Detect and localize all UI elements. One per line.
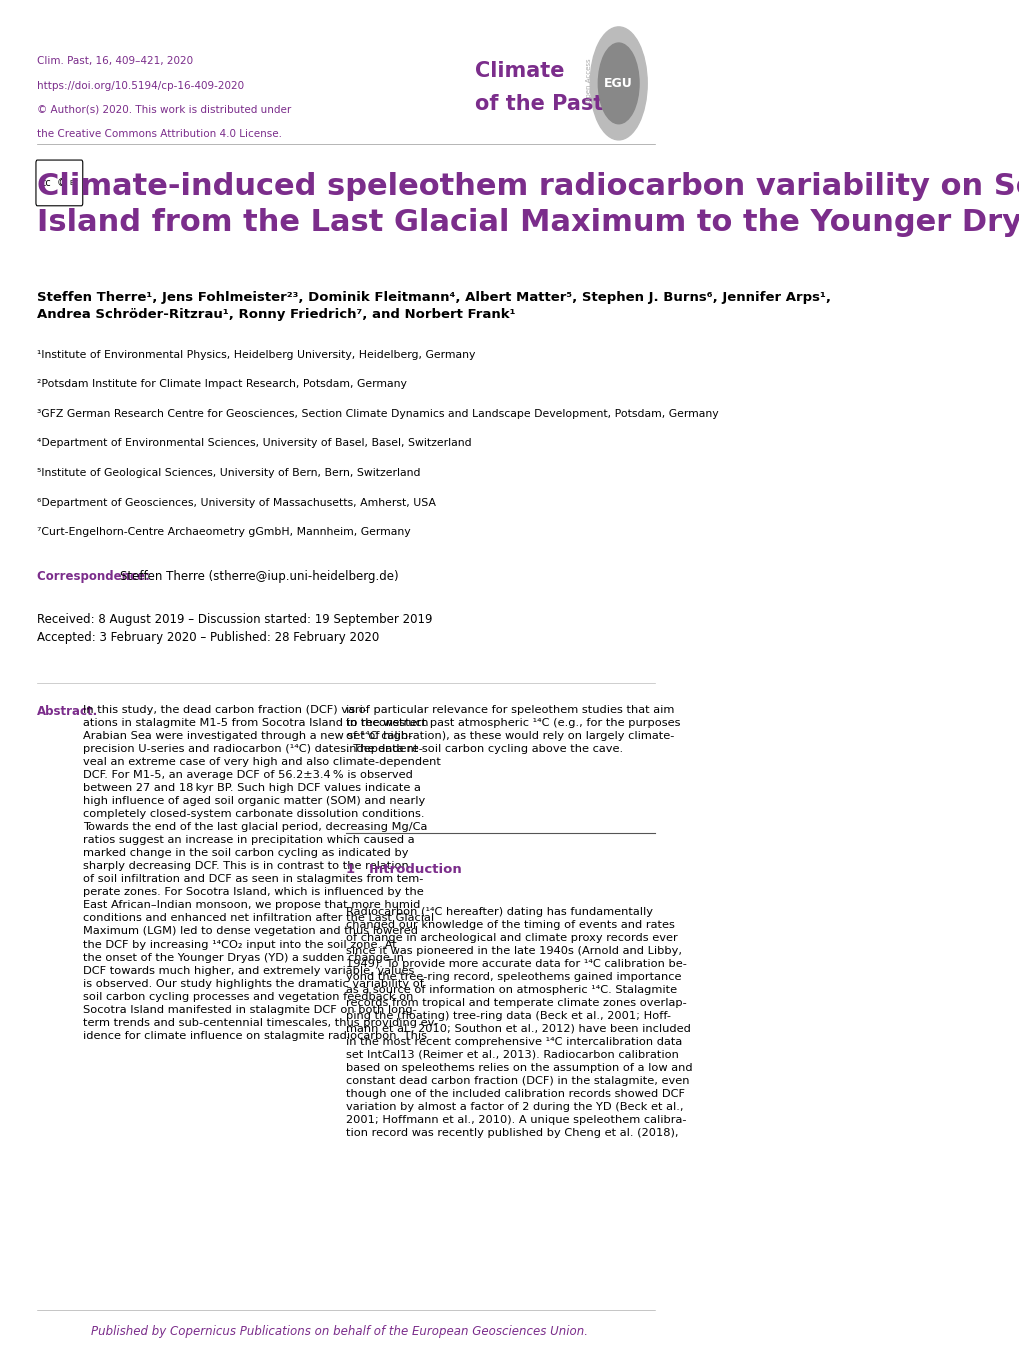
Text: 1   Introduction: 1 Introduction [345, 863, 462, 877]
Text: ©: © [56, 178, 66, 188]
FancyBboxPatch shape [36, 160, 83, 206]
Text: Received: 8 August 2019 – Discussion started: 19 September 2019
Accepted: 3 Febr: Received: 8 August 2019 – Discussion sta… [38, 613, 432, 644]
Text: Abstract.: Abstract. [38, 705, 99, 718]
Text: © Author(s) 2020. This work is distributed under: © Author(s) 2020. This work is distribut… [38, 105, 291, 114]
Text: Correspondence:: Correspondence: [38, 570, 154, 584]
Text: cc: cc [41, 178, 51, 188]
Text: Clim. Past, 16, 409–421, 2020: Clim. Past, 16, 409–421, 2020 [38, 56, 194, 66]
Circle shape [590, 27, 647, 140]
Text: Climate: Climate [475, 61, 564, 81]
Text: ⁷Curt-Engelhorn-Centre Archaeometry gGmbH, Mannheim, Germany: ⁷Curt-Engelhorn-Centre Archaeometry gGmb… [38, 527, 411, 537]
Text: is of particular relevance for speleothem studies that aim
to reconstruct past a: is of particular relevance for speleothe… [345, 705, 680, 755]
Text: of the Past: of the Past [475, 94, 602, 114]
Text: ⁶Department of Geosciences, University of Massachusetts, Amherst, USA: ⁶Department of Geosciences, University o… [38, 498, 436, 507]
Text: BY: BY [69, 180, 78, 186]
Text: https://doi.org/10.5194/cp-16-409-2020: https://doi.org/10.5194/cp-16-409-2020 [38, 81, 245, 90]
Text: ⁵Institute of Geological Sciences, University of Bern, Bern, Switzerland: ⁵Institute of Geological Sciences, Unive… [38, 468, 421, 477]
Text: Open Access: Open Access [585, 58, 591, 104]
Text: the Creative Commons Attribution 4.0 License.: the Creative Commons Attribution 4.0 Lic… [38, 129, 282, 139]
Text: ³GFZ German Research Centre for Geosciences, Section Climate Dynamics and Landsc: ³GFZ German Research Centre for Geoscien… [38, 409, 718, 418]
Circle shape [598, 43, 639, 124]
Text: EGU: EGU [603, 77, 633, 90]
Text: Published by Copernicus Publications on behalf of the European Geosciences Union: Published by Copernicus Publications on … [91, 1325, 587, 1338]
Text: Steffen Therre (stherre@iup.uni-heidelberg.de): Steffen Therre (stherre@iup.uni-heidelbe… [120, 570, 398, 584]
Text: ²Potsdam Institute for Climate Impact Research, Potsdam, Germany: ²Potsdam Institute for Climate Impact Re… [38, 379, 407, 389]
Text: In this study, the dead carbon fraction (DCF) vari-
ations in stalagmite M1-5 fr: In this study, the dead carbon fraction … [83, 705, 440, 1041]
Text: ¹Institute of Environmental Physics, Heidelberg University, Heidelberg, Germany: ¹Institute of Environmental Physics, Hei… [38, 350, 475, 359]
Text: Climate-induced speleothem radiocarbon variability on Socotra
Island from the La: Climate-induced speleothem radiocarbon v… [38, 172, 1019, 237]
Text: ⁴Department of Environmental Sciences, University of Basel, Basel, Switzerland: ⁴Department of Environmental Sciences, U… [38, 438, 472, 448]
Text: Radiocarbon (¹⁴C hereafter) dating has fundamentally
changed our knowledge of th: Radiocarbon (¹⁴C hereafter) dating has f… [345, 907, 692, 1138]
Text: Steffen Therre¹, Jens Fohlmeister²³, Dominik Fleitmann⁴, Albert Matter⁵, Stephen: Steffen Therre¹, Jens Fohlmeister²³, Dom… [38, 291, 830, 321]
